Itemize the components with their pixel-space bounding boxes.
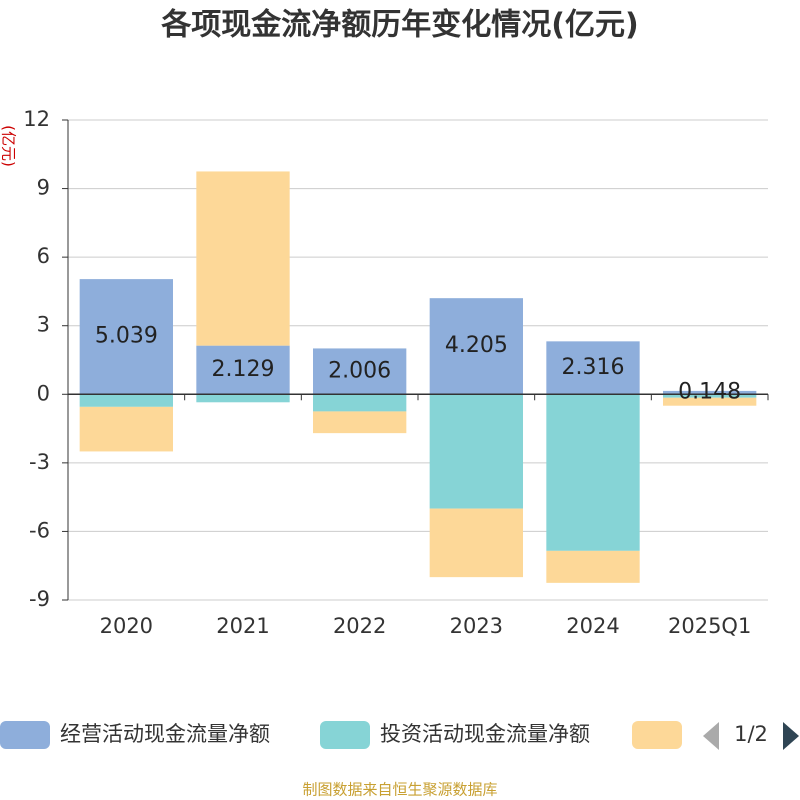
legend-next[interactable]	[783, 722, 799, 750]
bar	[313, 348, 407, 395]
data-label: 2.006	[328, 358, 391, 383]
bar	[196, 171, 290, 346]
legend-prev[interactable]	[703, 722, 719, 750]
y-tick-label: 9	[37, 176, 50, 200]
bar	[546, 550, 640, 583]
bar	[663, 394, 757, 398]
bar	[429, 298, 523, 395]
x-tick-label: 2020	[100, 614, 153, 638]
legend-swatch	[320, 721, 370, 749]
bar	[196, 394, 290, 403]
data-label: 0.148	[678, 380, 741, 405]
data-label: 5.039	[95, 324, 158, 349]
data-label: 4.205	[445, 333, 508, 358]
y-tick-label: 0	[37, 381, 50, 405]
bar	[313, 394, 407, 412]
bar	[429, 394, 523, 509]
bar	[663, 397, 757, 406]
bar	[429, 508, 523, 578]
bar	[79, 406, 173, 452]
x-tick-label: 2025Q1	[668, 614, 751, 638]
bar	[79, 279, 173, 395]
data-label: 2.129	[212, 357, 275, 382]
chart-title: 各项现金流净额历年变化情况(亿元)	[160, 8, 638, 43]
y-tick-label: 12	[23, 107, 50, 131]
bar	[196, 345, 290, 395]
y-axis-label: (亿元)	[0, 125, 18, 167]
bar	[313, 411, 407, 434]
x-tick-label: 2023	[450, 614, 503, 638]
bar	[546, 341, 640, 395]
bar	[79, 394, 173, 407]
legend-swatch	[632, 721, 682, 749]
x-tick-label: 2024	[566, 614, 619, 638]
y-tick-label: -3	[29, 450, 50, 474]
source: 制图数据来自恒生聚源数据库	[302, 781, 497, 799]
legend-label: 投资活动现金流量净额	[380, 722, 590, 746]
legend-label: 经营活动现金流量净额	[60, 722, 270, 746]
y-tick-label: 6	[37, 244, 50, 268]
y-tick-label: -6	[29, 518, 50, 542]
y-tick-label: 3	[37, 313, 50, 337]
data-label: 2.316	[562, 355, 625, 380]
bar	[663, 390, 757, 395]
legend-page: 1/2	[734, 722, 768, 746]
bar	[546, 394, 640, 551]
y-tick-label: -9	[29, 587, 50, 611]
legend-swatch	[0, 721, 50, 749]
x-tick-label: 2021	[216, 614, 269, 638]
x-tick-label: 2022	[333, 614, 386, 638]
